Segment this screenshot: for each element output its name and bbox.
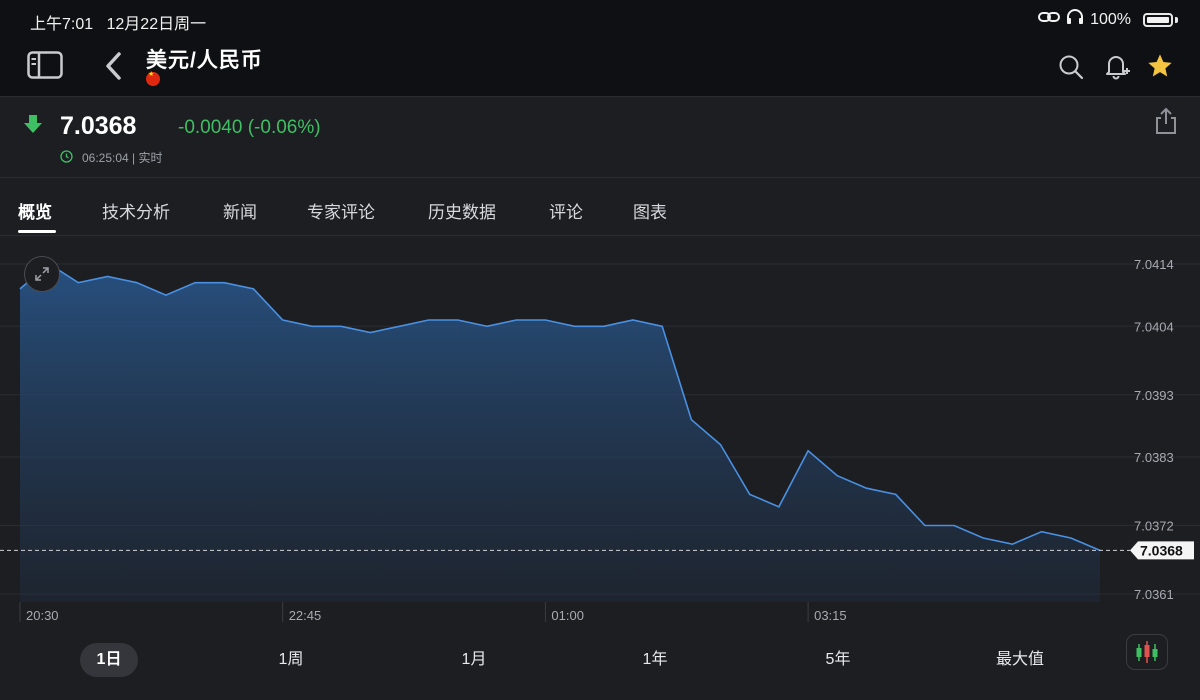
active-tab-indicator [18, 230, 56, 233]
x-tick-label: 22:45 [289, 608, 322, 623]
headphones-icon [1066, 9, 1084, 30]
expand-chart-icon[interactable] [24, 256, 60, 292]
series-line [19, 263, 1101, 552]
battery-icon [1143, 12, 1173, 27]
link-icon [1038, 10, 1061, 29]
y-tick-label: 7.0383 [1134, 450, 1174, 465]
add-alert-bell-icon[interactable] [1100, 50, 1132, 82]
current-price-label: 7.0368 [1140, 542, 1183, 558]
quote-timestamp: 06:25:04 [82, 151, 129, 165]
y-tick-label: 7.0404 [1134, 319, 1174, 334]
share-icon[interactable] [1154, 107, 1178, 140]
chart-svg: 7.0414 7.0404 7.0393 7.0383 7.0372 7.0361 20:3… [0, 257, 1200, 623]
status-clock: 上午7:01 [30, 16, 94, 33]
y-tick-label: 7.0361 [1134, 587, 1174, 602]
price-chart: 7.0414 7.0404 7.0393 7.0383 7.0372 7.0361 20:3… [0, 236, 1200, 630]
current-price-tag [1130, 541, 1194, 560]
x-tick-label: 03:15 [814, 608, 847, 623]
tab-technical-analysis[interactable]: 技术分析 [102, 203, 170, 222]
search-icon[interactable] [1056, 52, 1086, 82]
section-tabs: 概览 技术分析 新闻 专家评论 历史数据 评论 图表 [0, 178, 1200, 236]
current-price: 7.0368 [60, 112, 137, 140]
back-chevron-icon[interactable] [100, 50, 126, 82]
price-change: -0.0040 (-0.06%) [178, 117, 321, 138]
status-bar: 上午7:01 12月22日周一 100% [0, 0, 1200, 36]
quote-time: 06:25:04 | 实时 [82, 151, 163, 165]
y-tick-label: 7.0414 [1134, 257, 1174, 272]
status-right: 100% [1038, 9, 1178, 30]
time-range-bar: 1日 1周 1月 1年 5年 最大值 [0, 630, 1200, 700]
battery-tip [1175, 16, 1178, 23]
y-tick-label: 7.0372 [1134, 519, 1174, 534]
range-1-week[interactable]: 1周 [278, 651, 304, 668]
sidebar-toggle-icon[interactable] [26, 50, 64, 80]
range-max[interactable]: 最大值 [995, 651, 1044, 668]
quote-mode: 实时 [138, 151, 163, 165]
x-tick-label: 01:00 [551, 608, 584, 623]
y-tick-label: 7.0393 [1134, 388, 1174, 403]
tab-news[interactable]: 新闻 [223, 203, 257, 222]
clock-icon [60, 150, 73, 168]
candlestick-chart-icon[interactable] [1126, 634, 1168, 670]
page-title: 美元/人民币 [146, 49, 263, 72]
tab-overview[interactable]: 概览 [18, 203, 52, 222]
price-header: 7.0368 -0.0040 (-0.06%) 06:25:04 | 实时 [0, 97, 1200, 178]
range-1-day[interactable]: 1日 [80, 643, 138, 677]
tab-chart[interactable]: 图表 [633, 203, 667, 222]
status-time: 上午7:01 12月22日周一 [30, 10, 206, 34]
down-arrow-icon [24, 114, 42, 139]
area-fill [20, 264, 1100, 602]
status-date: 12月22日周一 [106, 16, 207, 33]
china-flag-icon [146, 70, 160, 86]
top-navigation: 美元/人民币 [0, 36, 1200, 97]
x-tick-label: 20:30 [26, 608, 59, 623]
battery-percent: 100% [1090, 10, 1131, 28]
range-1-year[interactable]: 1年 [642, 651, 668, 668]
range-5-year[interactable]: 5年 [825, 651, 851, 668]
favorite-star-icon[interactable] [1144, 50, 1176, 82]
tab-comments[interactable]: 评论 [549, 203, 583, 222]
tab-historical-data[interactable]: 历史数据 [428, 203, 496, 222]
tab-expert-comments[interactable]: 专家评论 [307, 203, 375, 222]
range-1-month[interactable]: 1月 [461, 651, 487, 668]
